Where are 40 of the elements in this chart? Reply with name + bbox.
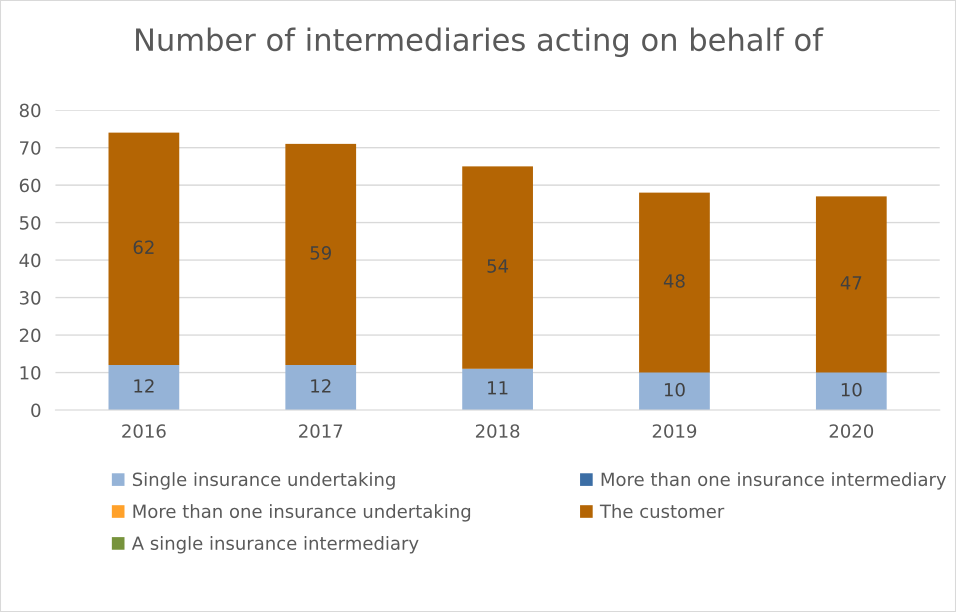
data-label: 11 (488, 381, 508, 394)
y-tick-label: 0 (31, 404, 40, 418)
y-tick-label: 70 (20, 141, 40, 155)
bar (462, 368, 533, 410)
x-tick-label: 2020 (830, 424, 874, 438)
chart-title: Number of intermediaries acting on behalf of (136, 28, 824, 58)
bar (285, 365, 356, 410)
data-label: 54 (488, 259, 508, 273)
bar (816, 196, 887, 373)
y-tick-label: 80 (20, 104, 40, 118)
data-label: 59 (310, 246, 331, 260)
y-tick-label: 40 (19, 254, 40, 268)
data-label: 47 (840, 276, 862, 290)
bar (816, 372, 887, 410)
x-tick-label: 2016 (122, 424, 166, 438)
bar (639, 372, 710, 410)
legend-label: Single insurance undertaking (132, 472, 395, 490)
bar (108, 132, 180, 366)
y-tick-label: 50 (20, 216, 40, 230)
data-label: 10 (842, 382, 862, 397)
x-tick-label: 2019 (652, 424, 696, 438)
legend-label: A single insurance intermediary (132, 536, 419, 554)
data-label: 48 (664, 274, 685, 288)
data-label: 12 (311, 379, 330, 393)
bar (108, 365, 180, 410)
y-tick-label: 20 (20, 328, 40, 342)
y-tick-label: 10 (20, 366, 40, 380)
legend-label: More than one insurance undertaking (133, 504, 470, 522)
x-tick-label: 2017 (299, 424, 342, 438)
legend-label: The customer (600, 504, 724, 518)
y-tick-label: 30 (20, 291, 40, 305)
data-label: 62 (134, 240, 154, 254)
x-tick-label: 2018 (476, 424, 520, 438)
bar (285, 144, 356, 366)
legend-label: More than one insurance intermediary (602, 472, 946, 490)
bar (639, 192, 710, 373)
bar (462, 166, 533, 369)
y-tick-label: 60 (20, 178, 40, 192)
data-label: 12 (134, 379, 154, 393)
data-label: 10 (664, 382, 685, 397)
